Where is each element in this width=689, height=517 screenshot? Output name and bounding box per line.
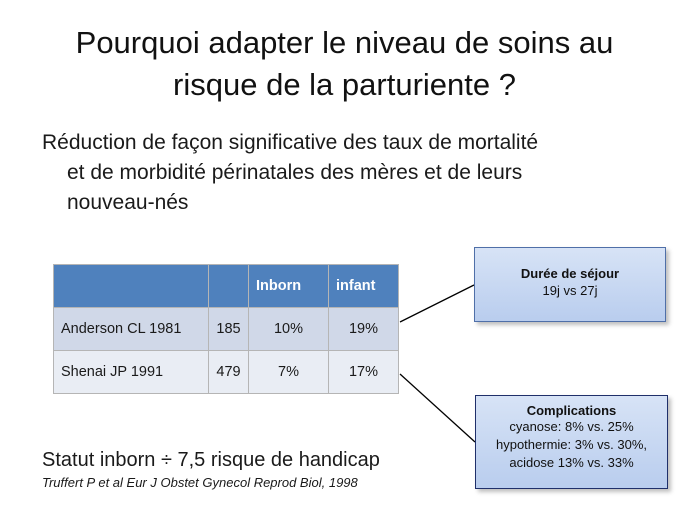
table-row: Shenai JP 1991 479 7% 17% bbox=[53, 350, 399, 394]
cell-n: 479 bbox=[208, 350, 249, 394]
bullet-text: Réduction de façon significative des tau… bbox=[42, 128, 642, 218]
slide-title: Pourquoi adapter le niveau de soins au r… bbox=[0, 22, 689, 106]
bullet-line-3: nouveau-nés bbox=[67, 191, 189, 214]
connector-line-sejour bbox=[399, 284, 475, 323]
statut-text: Statut inborn ÷ 7,5 risque de handicap bbox=[42, 449, 380, 471]
table-header-row: Inborn infant bbox=[53, 264, 399, 308]
bullet-line-2: et de morbidité périnatales des mères et… bbox=[67, 161, 523, 184]
complications-heading: Complications bbox=[526, 403, 617, 418]
comparison-table: Inborn infant Anderson CL 1981 185 10% 1… bbox=[53, 264, 399, 394]
duree-sejour-heading: Durée de séjour bbox=[520, 266, 620, 281]
title-line-2: risque de la parturiente ? bbox=[173, 67, 516, 102]
complications-line-acidose: acidose 13% vs. 33% bbox=[509, 455, 634, 470]
complications-line-cyanose: cyanose: 8% vs. 25% bbox=[509, 419, 634, 434]
header-cell-study bbox=[53, 264, 209, 308]
header-cell-inborn: Inborn bbox=[248, 264, 329, 308]
bullet-line-1: Réduction de façon significative des tau… bbox=[42, 131, 539, 154]
cell-study: Shenai JP 1991 bbox=[53, 350, 209, 394]
cell-inborn: 7% bbox=[248, 350, 329, 394]
complications-box: Complications cyanose: 8% vs. 25% hypoth… bbox=[475, 395, 668, 489]
cell-infant: 17% bbox=[328, 350, 399, 394]
title-line-1: Pourquoi adapter le niveau de soins au bbox=[75, 25, 614, 60]
duree-sejour-box: Durée de séjour 19j vs 27j bbox=[474, 247, 666, 322]
complications-line-hypothermie: hypothermie: 3% vs. 30%, bbox=[495, 437, 648, 452]
cell-inborn: 10% bbox=[248, 307, 329, 351]
connector-line-complications bbox=[399, 373, 476, 443]
reference-citation: Truffert P et al Eur J Obstet Gynecol Re… bbox=[42, 475, 358, 490]
cell-n: 185 bbox=[208, 307, 249, 351]
header-cell-infant: infant bbox=[328, 264, 399, 308]
duree-sejour-value: 19j vs 27j bbox=[542, 283, 598, 298]
cell-study: Anderson CL 1981 bbox=[53, 307, 209, 351]
